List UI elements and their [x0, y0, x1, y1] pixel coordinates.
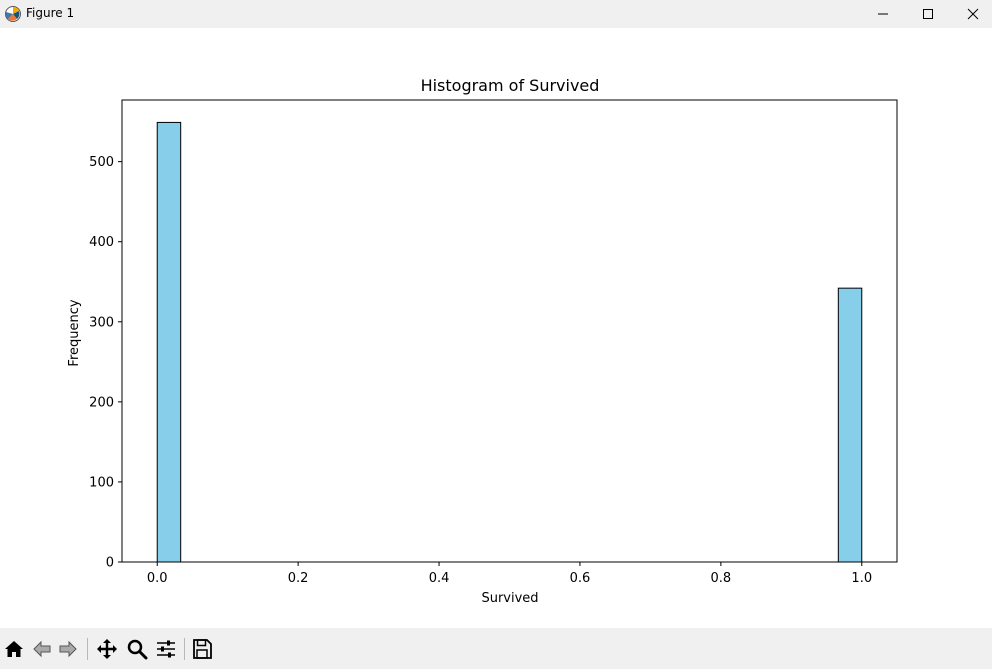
x-tick-label: 0.2 [288, 571, 309, 586]
y-axis-label: Frequency [67, 299, 82, 366]
zoom-icon [127, 639, 148, 660]
sliders-icon [157, 640, 175, 658]
home-icon [5, 641, 23, 657]
pan-button[interactable] [94, 636, 120, 662]
x-tick-label: 0.4 [429, 571, 450, 586]
x-tick-label: 0.8 [711, 571, 732, 586]
close-button[interactable] [950, 0, 992, 27]
y-tick-label: 500 [89, 155, 114, 170]
y-tick-label: 0 [106, 556, 114, 571]
y-tick-label: 100 [89, 475, 114, 490]
bars-group [156, 121, 863, 563]
toolbar-separator [184, 638, 185, 660]
save-button[interactable] [189, 636, 215, 662]
configure-subplots-button[interactable] [153, 636, 179, 662]
y-tick-label: 400 [89, 235, 114, 250]
minimize-icon [878, 13, 888, 14]
forward-arrow-icon [59, 640, 77, 658]
home-button[interactable] [1, 636, 27, 662]
histogram-chart: Histogram of Survived 0.0 0.2 0.4 0.6 0.8 1.0… [67, 76, 898, 606]
histogram-bar-0 [156, 121, 182, 563]
y-tick-label: 200 [89, 395, 114, 410]
matplotlib-logo-icon [5, 6, 21, 22]
back-button[interactable] [29, 636, 55, 662]
x-axis-label: Survived [481, 591, 538, 606]
plot-frame [121, 99, 898, 563]
maximize-icon [923, 8, 933, 19]
y-ticks: 0 100 200 300 400 500 [89, 155, 122, 571]
minimize-button[interactable] [860, 0, 906, 27]
navigation-toolbar [0, 628, 992, 669]
zoom-button[interactable] [124, 636, 150, 662]
chart-title: Histogram of Survived [421, 76, 600, 95]
title-bar: Figure 1 [0, 0, 992, 28]
x-tick-label: 1.0 [851, 571, 872, 586]
toolbar-separator [87, 638, 88, 660]
save-icon [193, 639, 212, 659]
close-icon [967, 8, 979, 19]
back-arrow-icon [33, 640, 51, 658]
y-tick-label: 300 [89, 315, 114, 330]
x-tick-label: 0.6 [570, 571, 591, 586]
maximize-button[interactable] [905, 0, 951, 27]
window-title: Figure 1 [26, 6, 75, 20]
move-icon [97, 639, 117, 659]
figure-canvas[interactable]: Histogram of Survived 0.0 0.2 0.4 0.6 0.8 1.0… [0, 28, 992, 628]
x-ticks: 0.0 0.2 0.4 0.6 0.8 1.0 [147, 562, 872, 586]
histogram-bar-1 [837, 287, 863, 563]
x-tick-label: 0.0 [147, 571, 168, 586]
forward-button[interactable] [55, 636, 81, 662]
